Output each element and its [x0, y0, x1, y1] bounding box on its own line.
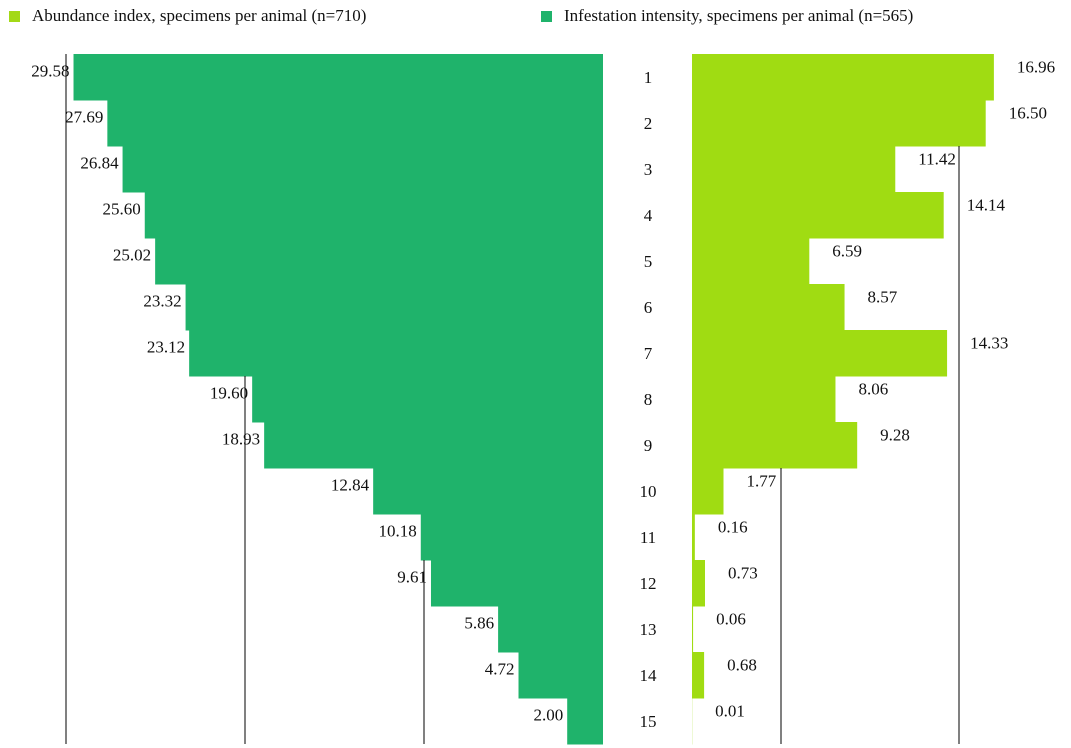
right-data-label-4: 14.14	[967, 195, 1006, 214]
left-data-label-3: 26.84	[80, 153, 119, 172]
right-data-label-14: 0.68	[727, 655, 757, 674]
left-data-label-13: 5.86	[464, 613, 494, 632]
left-bar-3	[122, 146, 604, 193]
left-data-label-4: 25.60	[103, 199, 141, 218]
left-bar-2	[107, 100, 603, 147]
legend-label-abundance: Abundance index, specimens per animal (n…	[32, 6, 367, 25]
left-data-label-1: 29.58	[31, 61, 69, 80]
right-data-label-10: 1.77	[747, 471, 777, 490]
right-bar-5	[692, 238, 810, 285]
left-bar-13	[498, 606, 603, 653]
category-label-3: 3	[644, 160, 653, 179]
right-bar-12	[692, 560, 705, 607]
left-bar-6	[185, 284, 603, 331]
category-label-13: 13	[640, 620, 657, 639]
right-bar-11	[692, 514, 695, 561]
left-bar-4	[144, 192, 603, 239]
legend-swatch-intensity	[541, 10, 552, 22]
right-data-label-13: 0.06	[716, 609, 746, 628]
left-bar-1	[73, 54, 603, 101]
right-data-label-9: 9.28	[880, 425, 910, 444]
right-data-label-3: 11.42	[918, 149, 956, 168]
gridline-layer	[65, 54, 960, 744]
left-data-label-14: 4.72	[485, 659, 515, 678]
left-bar-14	[518, 652, 603, 699]
left-data-label-6: 23.32	[143, 291, 181, 310]
left-bar-15	[567, 698, 603, 745]
legend-item-intensity: Infestation intensity, specimens per ani…	[541, 6, 913, 26]
legend-swatch-abundance	[9, 10, 20, 22]
left-data-label-10: 12.84	[331, 475, 370, 494]
right-bar-4	[692, 192, 944, 239]
left-bar-8	[252, 376, 603, 423]
left-bar-7	[189, 330, 604, 377]
category-label-1: 1	[644, 68, 653, 87]
right-bar-3	[692, 146, 896, 193]
right-data-label-1: 16.96	[1017, 57, 1055, 76]
right-bar-1	[692, 54, 994, 101]
right-data-label-6: 8.57	[868, 287, 898, 306]
category-label-11: 11	[640, 528, 656, 547]
right-bar-6	[692, 284, 845, 331]
right-data-label-8: 8.06	[858, 379, 888, 398]
right-bar-8	[692, 376, 836, 423]
right-data-label-7: 14.33	[970, 333, 1008, 352]
left-data-label-7: 23.12	[147, 337, 185, 356]
left-data-label-12: 9.61	[397, 567, 427, 586]
left-bar-9	[264, 422, 603, 469]
left-bar-12	[430, 560, 603, 607]
bars-layer	[73, 54, 994, 745]
category-label-2: 2	[644, 114, 653, 133]
left-data-label-8: 19.60	[210, 383, 248, 402]
category-label-12: 12	[640, 574, 657, 593]
label-layer: 29.58 27.69 26.84 25.60 25.02 23.32 23.12 19.60…	[31, 57, 1055, 731]
left-data-label-9: 18.93	[222, 429, 260, 448]
category-label-7: 7	[644, 344, 653, 363]
left-bar-11	[420, 514, 603, 561]
left-data-label-2: 27.69	[65, 107, 103, 126]
category-label-9: 9	[644, 436, 653, 455]
left-bar-5	[155, 238, 603, 285]
category-label-15: 15	[640, 712, 657, 731]
right-data-label-2: 16.50	[1009, 103, 1047, 122]
category-label-5: 5	[644, 252, 653, 271]
left-bar-10	[373, 468, 603, 515]
right-data-label-12: 0.73	[728, 563, 758, 582]
left-data-label-5: 25.02	[113, 245, 151, 264]
right-data-label-15: 0.01	[715, 701, 745, 720]
right-bar-14	[692, 652, 705, 699]
right-bar-2	[692, 100, 986, 147]
right-bar-10	[692, 468, 724, 515]
right-bar-7	[692, 330, 948, 377]
right-bar-9	[692, 422, 858, 469]
left-data-label-11: 10.18	[379, 521, 417, 540]
category-label-8: 8	[644, 390, 653, 409]
category-label-6: 6	[644, 298, 653, 317]
legend-label-intensity: Infestation intensity, specimens per ani…	[564, 6, 914, 25]
right-bar-13	[692, 606, 694, 653]
category-label-14: 14	[640, 666, 658, 685]
category-label-10: 10	[640, 482, 657, 501]
right-data-label-5: 6.59	[832, 241, 862, 260]
category-label-4: 4	[644, 206, 653, 225]
right-data-label-11: 0.16	[718, 517, 748, 536]
left-data-label-15: 2.00	[533, 705, 563, 724]
legend-item-abundance: Abundance index, specimens per animal (n…	[9, 6, 366, 26]
